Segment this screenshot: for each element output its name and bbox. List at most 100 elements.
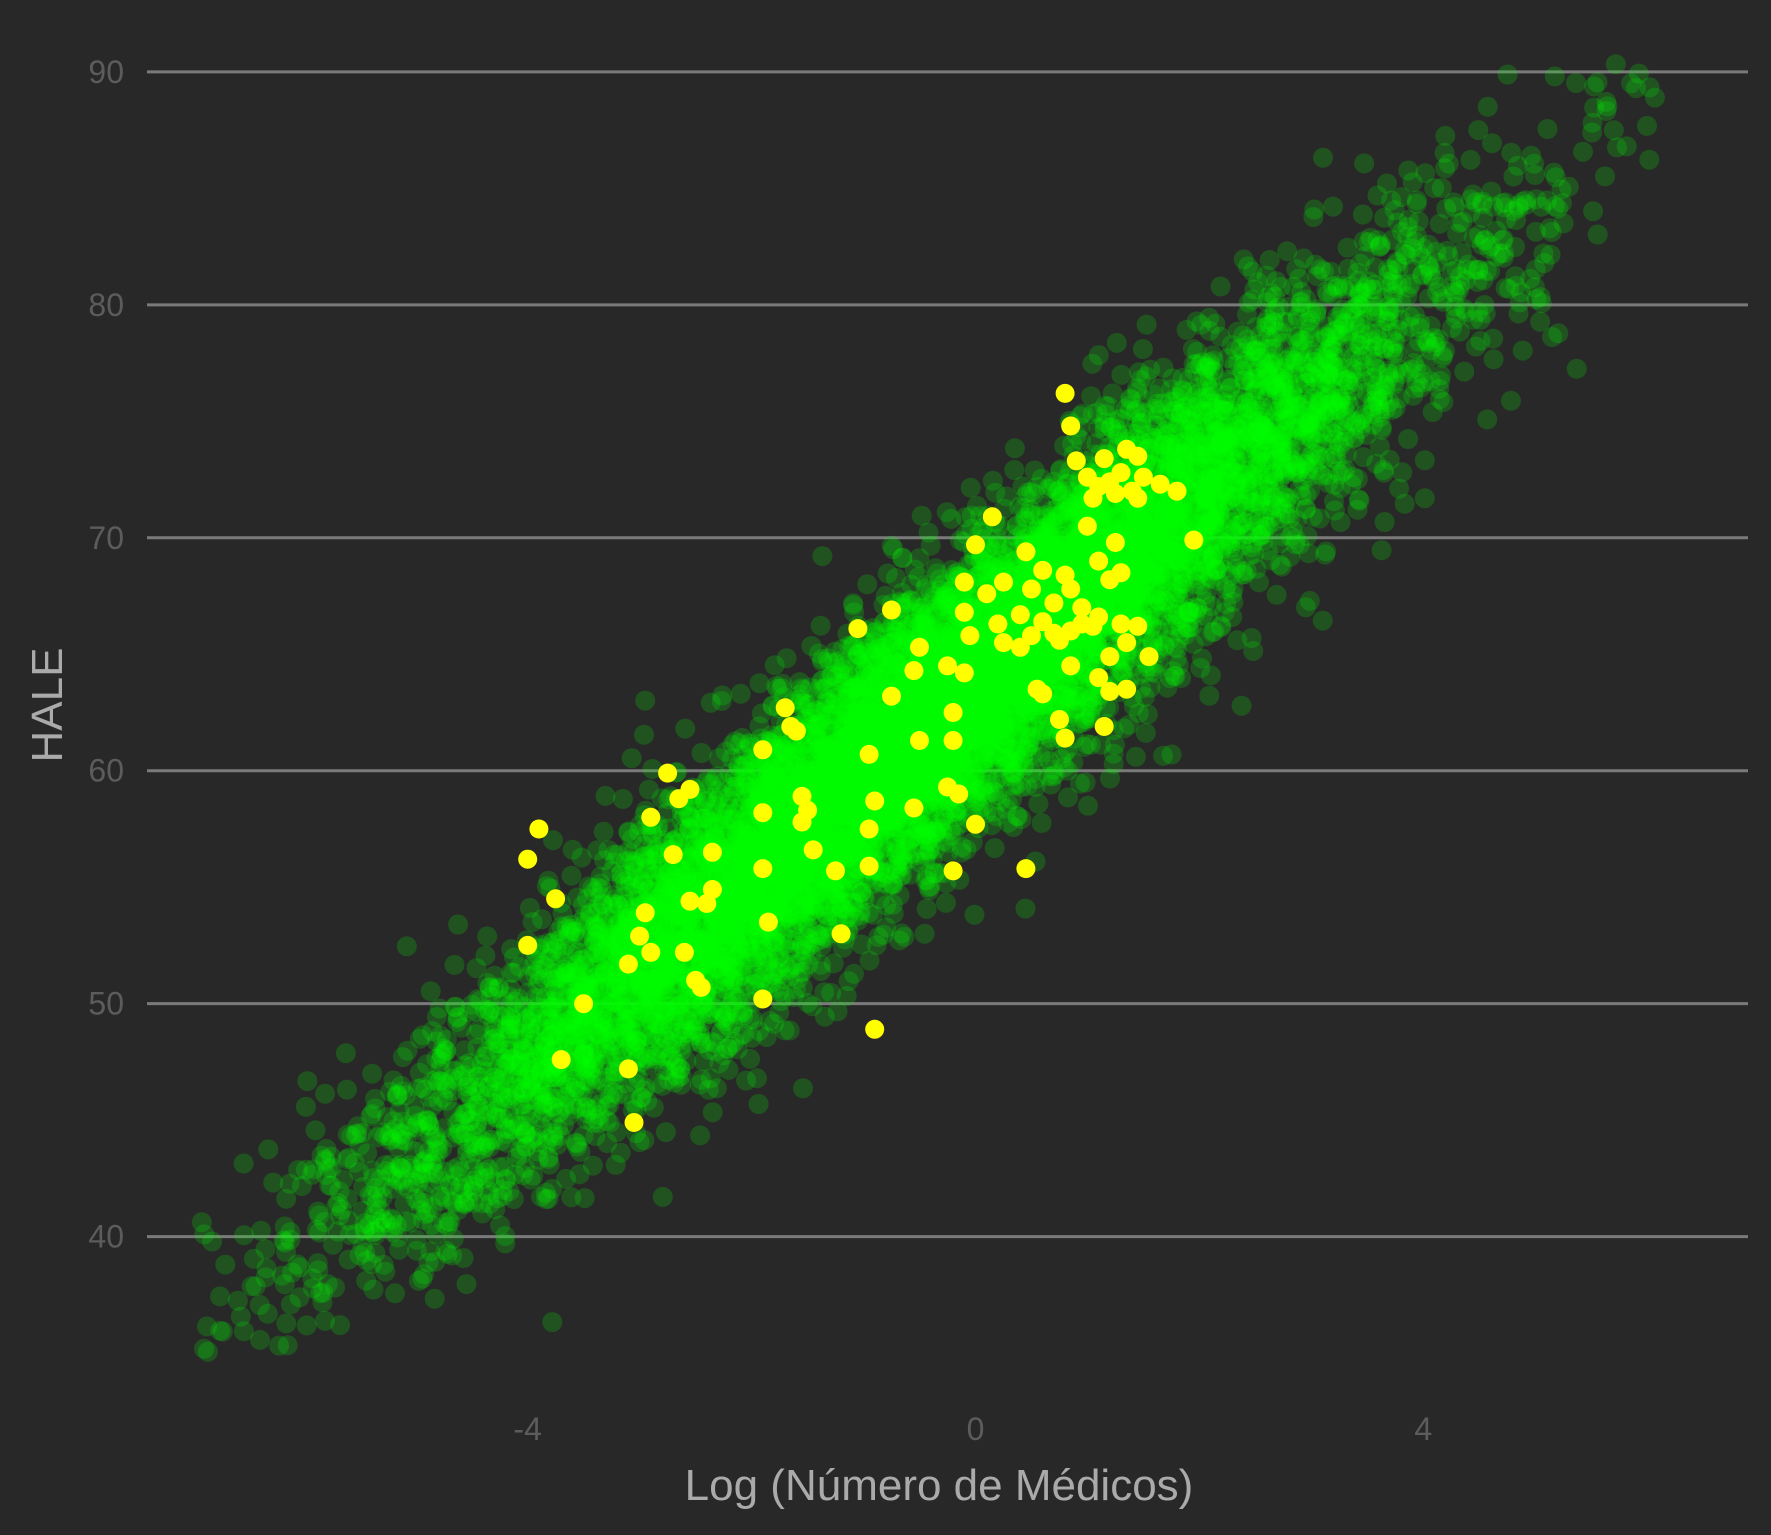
cloud-point	[1140, 554, 1161, 575]
cloud-point	[936, 892, 956, 913]
cloud-point	[751, 935, 772, 955]
cloud-point	[1005, 694, 1025, 715]
cloud-point	[1044, 651, 1065, 671]
cloud-point	[1214, 482, 1235, 502]
cloud-point	[846, 799, 867, 820]
cloud-point	[1204, 543, 1225, 564]
cloud-point	[658, 962, 679, 983]
cloud-point	[1165, 442, 1185, 463]
cloud-point	[938, 635, 959, 656]
cloud-point	[1202, 377, 1223, 398]
cloud-point	[1260, 376, 1281, 397]
cloud-point	[1323, 196, 1343, 217]
cloud-point	[1209, 434, 1230, 455]
cloud-point	[1306, 301, 1327, 322]
cloud-point	[849, 779, 870, 799]
cloud-point	[817, 764, 838, 785]
cloud-point	[916, 898, 937, 919]
cloud-point	[921, 658, 942, 679]
cloud-point	[1192, 490, 1213, 511]
cloud-point	[757, 952, 778, 973]
cloud-point	[1289, 341, 1310, 362]
cloud-point	[980, 705, 1001, 726]
cloud-point	[1202, 417, 1222, 438]
cloud-point	[912, 683, 933, 704]
cloud-point	[640, 981, 660, 1002]
cloud-point	[989, 593, 1010, 614]
cloud-point	[542, 1312, 563, 1333]
cloud-point	[900, 701, 921, 722]
cloud-point	[593, 895, 614, 916]
cloud-point	[426, 1007, 447, 1027]
cloud-point	[997, 681, 1018, 702]
cloud-point	[896, 683, 916, 704]
cloud-point	[783, 833, 804, 854]
cloud-point	[1312, 610, 1333, 631]
cloud-point	[929, 717, 950, 738]
cloud-point	[1130, 578, 1151, 599]
cloud-point	[927, 684, 948, 705]
cloud-point	[1195, 491, 1215, 511]
cloud-point	[1049, 505, 1070, 526]
cloud-point	[456, 1103, 477, 1123]
cloud-point	[1418, 288, 1439, 309]
cloud-point	[657, 1050, 678, 1071]
cloud-point	[1251, 442, 1272, 463]
cloud-point	[544, 1014, 564, 1035]
cloud-point	[1334, 411, 1355, 432]
cloud-point	[752, 872, 773, 893]
cloud-point	[677, 989, 698, 1010]
cloud-point	[475, 1112, 496, 1133]
cloud-point	[790, 767, 811, 788]
cloud-point	[930, 687, 951, 708]
cloud-point	[1313, 147, 1333, 168]
cloud-point	[911, 602, 932, 623]
cloud-point	[578, 965, 599, 985]
cloud-point	[864, 632, 885, 653]
cloud-point	[711, 912, 732, 933]
cloud-point	[477, 926, 498, 947]
cloud-point	[1039, 537, 1060, 558]
cloud-point	[1068, 713, 1089, 734]
cloud-point	[1177, 411, 1198, 432]
cloud-point	[1019, 725, 1040, 746]
cloud-point	[566, 1018, 587, 1039]
cloud-point	[901, 684, 922, 705]
cloud-point	[1185, 456, 1206, 477]
cloud-point	[914, 681, 935, 701]
cloud-point	[1037, 662, 1058, 683]
cloud-point	[885, 707, 906, 728]
cloud-point	[863, 697, 884, 718]
cloud-point	[773, 780, 794, 801]
cloud-point	[732, 865, 753, 886]
cloud-point	[989, 555, 1010, 575]
cloud-point	[537, 1063, 558, 1084]
cloud-point	[277, 1335, 298, 1356]
cloud-point	[315, 1083, 336, 1104]
cloud-point	[854, 777, 875, 798]
cloud-point	[987, 768, 1008, 789]
cloud-point	[737, 776, 758, 797]
cloud-point	[942, 682, 963, 702]
cloud-point	[950, 749, 971, 770]
cloud-point	[1232, 360, 1252, 381]
cloud-point	[472, 1060, 493, 1081]
cloud-point	[605, 977, 626, 998]
cloud-point	[784, 837, 805, 858]
cloud-point	[979, 718, 1000, 739]
cloud-point	[811, 741, 832, 762]
cloud-point	[618, 984, 639, 1005]
cloud-point	[523, 1165, 544, 1186]
cloud-point	[857, 574, 878, 595]
cloud-point	[472, 1130, 493, 1151]
cloud-point	[210, 1286, 231, 1307]
cloud-point	[841, 762, 861, 783]
cloud-point	[939, 798, 960, 819]
cloud-point	[1173, 567, 1194, 588]
cloud-point	[901, 780, 922, 801]
cloud-point	[1155, 542, 1176, 563]
cloud-point	[725, 783, 746, 803]
cloud-point	[735, 866, 756, 887]
